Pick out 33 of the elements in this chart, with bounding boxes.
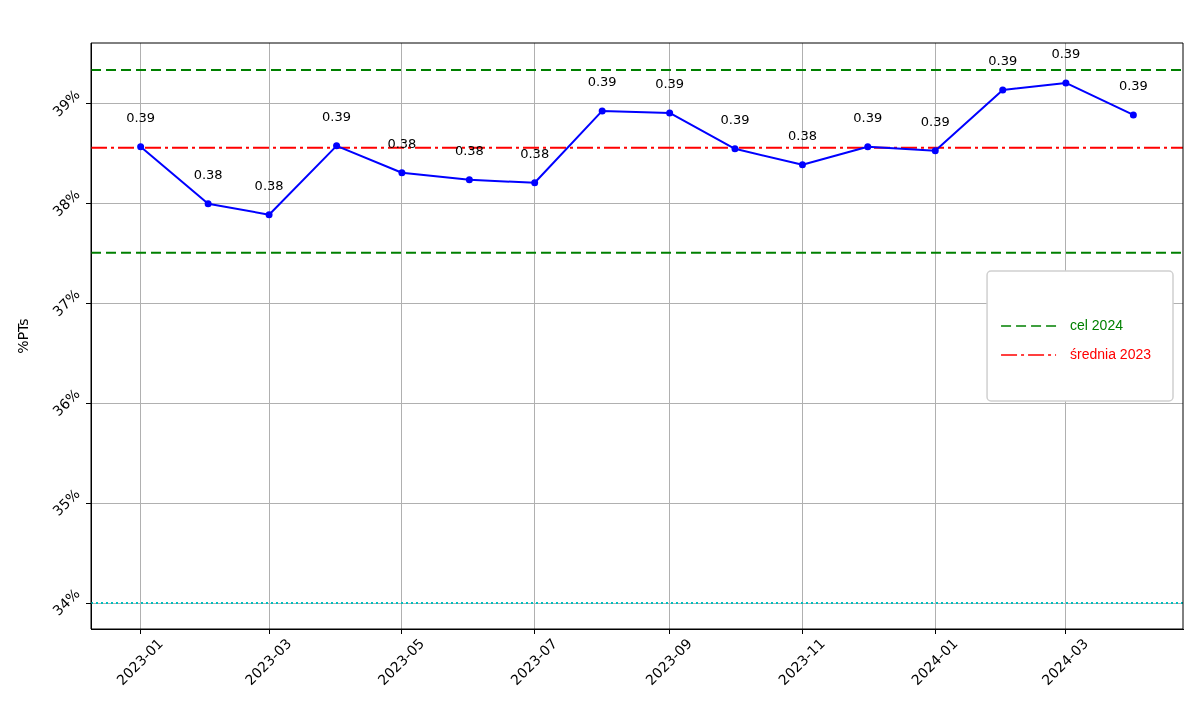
data-label: 0.38 xyxy=(193,167,223,183)
point xyxy=(931,147,939,155)
data-label: 0.38 xyxy=(254,178,284,194)
point xyxy=(731,145,739,153)
point xyxy=(999,86,1007,94)
data-label: 0.38 xyxy=(520,146,550,162)
data-label: 0.39 xyxy=(655,76,685,92)
y-axis-title: %PTs xyxy=(15,318,32,354)
point xyxy=(333,142,341,150)
point xyxy=(531,179,539,187)
data-label: 0.39 xyxy=(853,110,883,126)
point xyxy=(204,200,212,208)
point xyxy=(1062,79,1070,87)
point xyxy=(465,176,473,184)
data-label: 0.38 xyxy=(787,128,817,144)
data-label: 0.39 xyxy=(920,114,950,130)
legend-label: średnia 2023 xyxy=(1070,345,1152,362)
point xyxy=(1129,111,1137,119)
point xyxy=(398,169,406,177)
data-label: 0.39 xyxy=(720,112,750,128)
data-label: 0.39 xyxy=(126,110,156,126)
point xyxy=(798,161,806,169)
point xyxy=(864,143,872,151)
point xyxy=(598,107,606,115)
data-label: 0.39 xyxy=(1051,46,1081,62)
point xyxy=(137,143,145,151)
point xyxy=(666,109,674,117)
data-label: 0.39 xyxy=(587,74,617,90)
data-label: 0.39 xyxy=(1118,78,1148,94)
data-label: 0.39 xyxy=(322,109,352,125)
legend-label: cel 2024 xyxy=(1070,316,1124,333)
data-label: 0.39 xyxy=(988,53,1018,69)
point xyxy=(265,211,273,219)
